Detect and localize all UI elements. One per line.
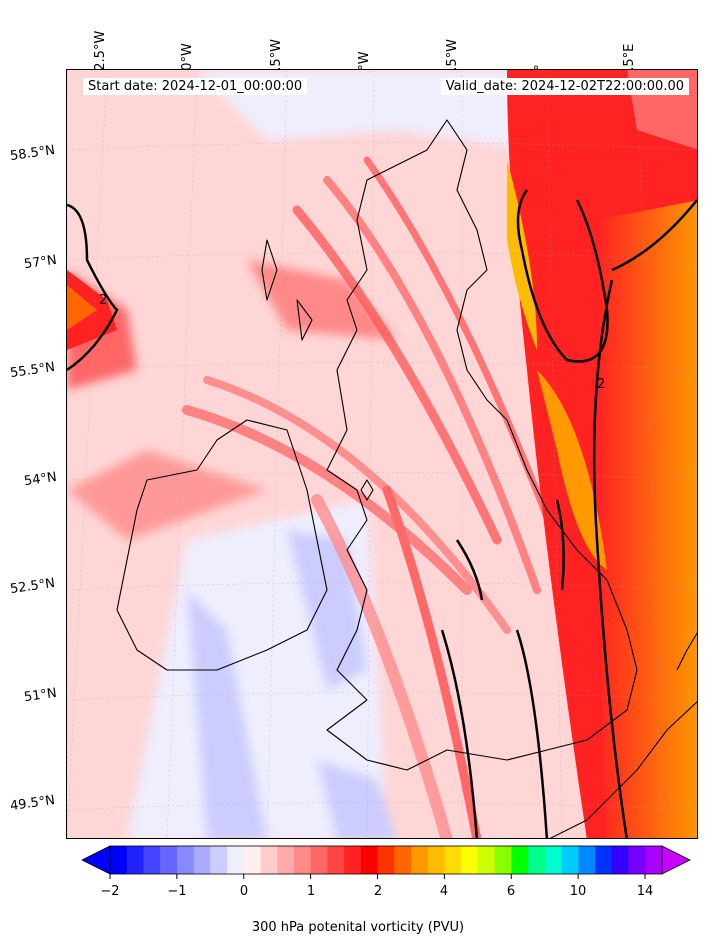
colorbar-cell	[143, 846, 161, 874]
colorbar-cell	[277, 846, 295, 874]
colorbar-tick: 0	[239, 884, 249, 899]
colorbar-tick: 6	[506, 884, 516, 899]
pv-map: 2 2	[66, 69, 698, 839]
contour-label: 2	[597, 377, 605, 392]
colorbar-tick: 2	[373, 884, 383, 899]
colorbar-cell	[160, 846, 178, 874]
colorbar-cell	[176, 846, 195, 874]
coastline-continent	[549, 701, 697, 838]
colorbar-cell	[310, 846, 328, 874]
colorbar-cell	[294, 846, 312, 874]
colorbar-tick: 4	[439, 884, 449, 899]
colorbar-tick: 1	[306, 884, 316, 899]
colorbar-cell	[478, 846, 496, 874]
colorbar-cell	[126, 846, 144, 874]
colorbar-cell	[227, 846, 245, 874]
colorbar-cell	[611, 846, 630, 874]
colorbar-cell	[260, 846, 278, 874]
colorbar-cell	[511, 846, 529, 874]
colorbar-cell	[461, 846, 479, 874]
coastline-isle-of-man	[360, 479, 374, 501]
colorbar-cell	[377, 846, 395, 874]
start-date-label: Start date: 2024-12-01_00:00:00	[83, 78, 308, 95]
colorbar-cell	[494, 846, 512, 874]
colorbar-cell	[645, 846, 663, 874]
colorbar-cell	[243, 846, 262, 874]
valid-date-label: Valid_date: 2024-12-02T22:00:00.00	[440, 78, 689, 95]
coastline-ireland	[116, 419, 328, 671]
colorbar-cell	[578, 846, 596, 874]
colorbar-cell	[628, 846, 646, 874]
colorbar-cell	[193, 846, 211, 874]
colorbar-cell	[344, 846, 362, 874]
coastline-great-britain	[326, 119, 638, 771]
colorbar-label: 300 hPa potenital vorticity (PVU)	[251, 920, 465, 935]
colorbar-cell	[444, 846, 462, 874]
colorbar-cell	[110, 846, 128, 874]
colorbar-cell	[528, 846, 546, 874]
colorbar-cell	[411, 846, 429, 874]
colorbar-tick: 10	[569, 884, 587, 899]
colorbar-cell	[394, 846, 412, 874]
colorbar-tick: −1	[167, 884, 187, 899]
colorbar-cell	[561, 846, 579, 874]
colorbar-cell	[427, 846, 446, 874]
colorbar-cell	[544, 846, 563, 874]
colorbar-cell	[360, 846, 379, 874]
coastline-hebrides	[261, 239, 278, 301]
colorbar-cell	[210, 846, 228, 874]
contour-label: 2	[99, 293, 107, 308]
colorbar-cell	[327, 846, 345, 874]
colorbar-tick: −2	[100, 884, 120, 899]
colorbar-cell	[595, 846, 613, 874]
colorbar-tick: 14	[636, 884, 654, 899]
